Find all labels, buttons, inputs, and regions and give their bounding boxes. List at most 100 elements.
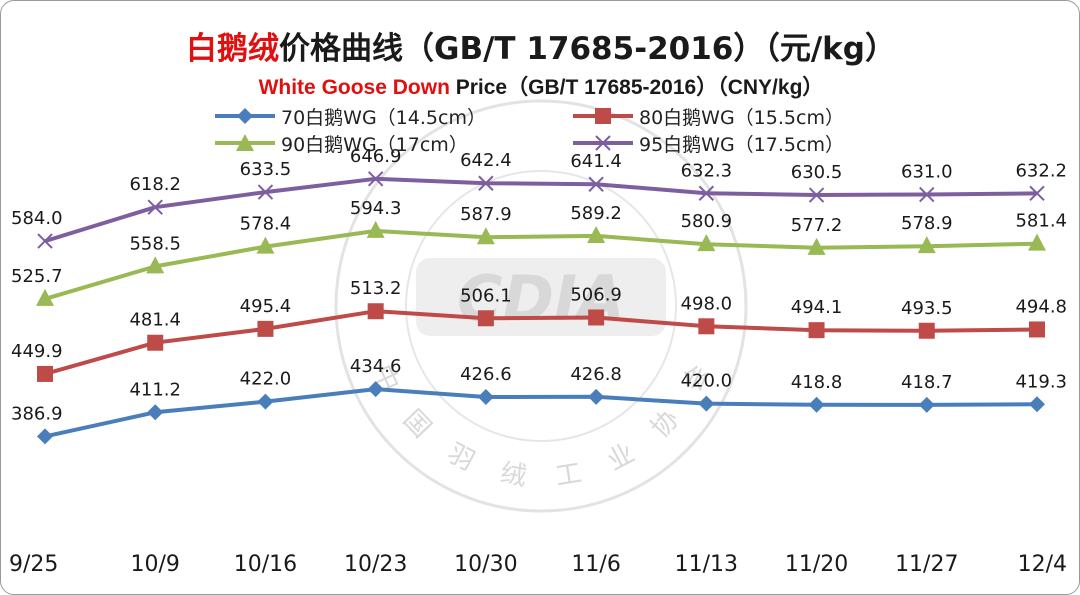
point-diamond	[147, 404, 164, 421]
point-x	[919, 186, 935, 203]
data-label: 420.0	[681, 371, 733, 392]
point-diamond	[808, 396, 825, 413]
data-label: 449.9	[11, 341, 63, 362]
point-triangle	[917, 236, 936, 254]
data-label: 580.9	[681, 211, 733, 232]
point-square	[257, 320, 274, 337]
watermark-outer-ring	[334, 99, 748, 513]
legend-triangle-icon	[215, 134, 275, 151]
watermark-char: 绒	[498, 458, 529, 492]
title-en-highlight: White Goose Down	[258, 76, 450, 99]
data-label: 426.6	[460, 364, 512, 385]
x-tick-label: 11/6	[571, 552, 620, 577]
point-triangle	[1028, 233, 1046, 251]
data-label: 418.8	[791, 372, 843, 393]
point-square	[918, 322, 935, 339]
point-triangle	[697, 234, 716, 252]
watermark-char: 国	[397, 404, 437, 444]
data-label: 481.4	[129, 310, 181, 331]
legend-item-95: 95白鹅WG（17.5cm）	[571, 131, 844, 156]
data-label: 434.6	[350, 356, 402, 377]
point-x-stroke	[478, 175, 494, 191]
series-markers	[36, 171, 1046, 445]
data-label: 581.4	[1015, 211, 1067, 232]
x-tick-label: 10/23	[344, 552, 407, 577]
data-label: 587.9	[460, 204, 512, 225]
watermark-inner-ring	[405, 170, 677, 442]
data-label: 578.4	[240, 214, 292, 235]
point-square	[808, 322, 825, 339]
data-label: 411.2	[129, 379, 181, 400]
x-axis-ticks: 9/25 10/9 10/16 10/23 10/30 11/6 11/13 11/20 11/…	[9, 552, 1067, 577]
series-line-0	[44, 387, 1038, 439]
point-x	[1029, 185, 1045, 202]
series-line-3	[44, 176, 1038, 244]
point-x	[808, 187, 825, 203]
data-label: 426.8	[570, 364, 622, 385]
data-label: 513.2	[350, 278, 402, 299]
watermark-char: 工	[553, 458, 584, 492]
legend-item-70: 70白鹅WG（14.5cm）	[213, 104, 486, 129]
point-diamond	[918, 396, 935, 413]
data-label: 630.5	[791, 162, 843, 183]
data-label: 525.7	[11, 266, 63, 287]
data-label: 506.1	[460, 285, 512, 306]
point-diamond	[698, 395, 715, 412]
legend-square-icon	[573, 108, 633, 124]
series-lines	[44, 176, 1038, 439]
watermark-char: 业	[603, 438, 640, 477]
data-label: 498.0	[681, 293, 733, 314]
point-triangle	[36, 288, 54, 306]
point-x	[37, 233, 53, 249]
point-square	[588, 309, 605, 326]
chart-title-cn: 白鹅绒价格曲线（GB/T 17685-2016）（元/kg）	[1, 23, 1079, 68]
data-label: 494.1	[791, 297, 843, 318]
point-triangle	[146, 256, 165, 274]
data-label: 419.3	[1015, 371, 1067, 392]
title-cn-rest: 价格曲线（GB/T 17685-2016）（元/kg）	[279, 31, 896, 67]
data-label: 584.0	[11, 208, 63, 229]
point-x	[588, 176, 604, 192]
x-tick-label: 11/20	[785, 552, 848, 577]
point-x-stroke	[919, 186, 935, 203]
series-line-1	[44, 309, 1038, 376]
point-x-stroke	[257, 184, 274, 200]
point-square	[367, 303, 384, 320]
data-label: 631.0	[901, 162, 953, 183]
data-label: 594.3	[350, 198, 402, 219]
point-x-stroke	[588, 176, 604, 192]
point-x-stroke	[1029, 185, 1045, 202]
series-line-2	[44, 228, 1038, 301]
legend-label-95: 95白鹅WG（17.5cm）	[639, 133, 844, 156]
x-tick-label: 11/27	[895, 552, 958, 577]
legend-item-90: 90白鹅WG（17cm）	[213, 131, 468, 156]
point-x	[698, 185, 715, 201]
data-label: 422.0	[240, 369, 292, 390]
point-square	[698, 318, 715, 335]
data-label: 577.2	[791, 215, 843, 236]
data-label: 632.3	[681, 160, 733, 181]
point-triangle	[476, 227, 495, 245]
point-x-stroke	[147, 199, 163, 215]
point-square	[1029, 321, 1045, 338]
title-cn-highlight: 白鹅绒	[186, 31, 280, 67]
x-tick-label: 10/16	[234, 552, 297, 577]
watermark-char: 羽	[442, 438, 479, 477]
point-x	[367, 171, 384, 187]
point-square	[477, 310, 494, 327]
data-label: 558.5	[129, 233, 181, 254]
data-label: 494.8	[1015, 296, 1067, 317]
x-tick-label: 9/25	[9, 552, 58, 577]
legend-label-70: 70白鹅WG（14.5cm）	[281, 106, 486, 129]
point-diamond	[37, 428, 53, 445]
watermark-char: 协	[645, 404, 685, 444]
data-label: 493.5	[901, 298, 953, 319]
chart-title-en: White Goose Down Price（GB/T 17685-2016）（…	[1, 71, 1079, 101]
x-tick-label: 10/9	[131, 552, 180, 577]
point-triangle	[807, 237, 826, 255]
data-label: 418.7	[901, 372, 953, 393]
point-diamond	[588, 388, 605, 405]
data-label: 632.2	[1015, 160, 1067, 181]
x-tick-label: 12/4	[1018, 552, 1067, 577]
